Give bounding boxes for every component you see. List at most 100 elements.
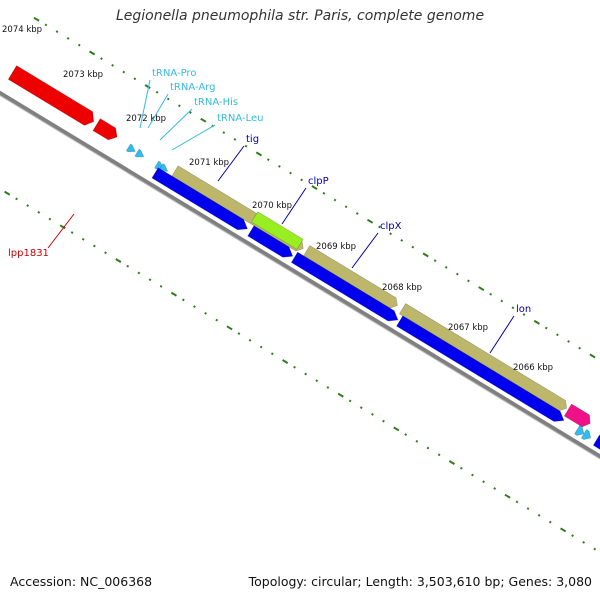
inner-tick xyxy=(104,251,107,255)
outer-tick xyxy=(77,43,81,47)
trna-arrow xyxy=(580,429,592,440)
cds-pink-arrow xyxy=(563,403,591,428)
scale-ticks xyxy=(4,16,597,551)
outer-tick xyxy=(133,77,137,81)
outer-tick xyxy=(166,97,170,101)
cds-clpP-arrow xyxy=(151,167,248,231)
outer-tick xyxy=(244,144,248,148)
cds-reverse-arrow xyxy=(290,251,399,322)
inner-tick xyxy=(493,487,497,490)
inner-tick xyxy=(270,352,274,356)
outer-tick xyxy=(544,326,548,330)
outer-tick xyxy=(444,265,448,269)
inner-tick xyxy=(81,237,85,241)
outer-tick xyxy=(489,292,493,296)
inner-tick xyxy=(326,386,330,389)
inner-tick xyxy=(304,372,308,376)
inner-tick xyxy=(459,466,463,470)
inner-tick xyxy=(560,527,567,533)
outer-tick xyxy=(33,16,40,22)
outer-tick xyxy=(478,286,485,292)
outer-tick xyxy=(100,57,103,60)
inner-tick xyxy=(115,258,122,263)
inner-tick xyxy=(70,231,74,234)
inner-tick xyxy=(193,305,196,309)
inner-tick xyxy=(448,460,456,465)
inner-tick xyxy=(226,325,233,331)
outer-tick xyxy=(89,50,96,56)
backbone-line xyxy=(0,90,600,459)
trna-arrow xyxy=(574,424,585,436)
map-title: Legionella pneumophila str. Paris, compl… xyxy=(115,8,485,24)
inner-tick xyxy=(371,413,374,416)
inner-tick xyxy=(582,540,586,544)
outer-tick xyxy=(278,164,281,168)
accession-text: Accession: NC_006368 xyxy=(10,574,153,589)
gene-leader-line xyxy=(47,213,75,249)
outer-tick xyxy=(233,138,237,141)
inner-tick xyxy=(159,285,163,288)
outer-tick xyxy=(155,90,159,94)
outer-tick xyxy=(389,232,392,236)
outer-tick xyxy=(222,131,226,135)
outer-tick xyxy=(66,37,70,40)
inner-tick xyxy=(59,224,66,230)
inner-tick xyxy=(315,379,319,383)
inner-tick xyxy=(181,298,185,302)
gene-label-lpp1831: lpp1831 xyxy=(8,248,49,259)
scale-label: 2074 kbp xyxy=(2,25,42,35)
outer-tick xyxy=(333,198,337,202)
inner-tick xyxy=(404,433,408,436)
outer-tick xyxy=(55,30,59,34)
outer-tick xyxy=(366,218,374,224)
outer-tick xyxy=(522,313,526,316)
cds-reverse-arrow xyxy=(396,315,565,422)
scale-label: 2071 kbp xyxy=(189,158,229,168)
outer-tick xyxy=(567,340,570,343)
inner-tick xyxy=(593,547,597,551)
outer-tick xyxy=(556,333,559,337)
trna-arrow xyxy=(134,148,145,158)
inner-tick xyxy=(26,204,30,207)
gene-label-trna-arg: tRNA-Arg xyxy=(170,82,215,93)
gene-label-trna-leu: tRNA-Leu xyxy=(217,113,263,124)
scale-label: 2070 kbp xyxy=(252,201,292,211)
outer-tick xyxy=(467,279,470,283)
gene-label-clpp: clpP xyxy=(308,176,329,187)
inner-tick xyxy=(526,507,530,511)
inner-tick xyxy=(215,318,219,322)
scale-label: 2072 kbp xyxy=(126,114,166,124)
gene-leader-line xyxy=(147,93,169,129)
outer-tick xyxy=(44,23,48,27)
inner-tick xyxy=(137,271,141,275)
outer-tick xyxy=(411,245,415,249)
cds-lpp1831-arrow xyxy=(7,65,95,126)
inner-tick xyxy=(48,217,52,221)
highlight-segment xyxy=(251,211,304,250)
inner-tick xyxy=(248,338,252,342)
cds-clpX-arrow xyxy=(303,245,398,309)
outer-tick xyxy=(266,158,270,161)
inner-tick xyxy=(571,534,574,537)
gene-label-tig: tig xyxy=(246,134,259,145)
outer-tick xyxy=(589,353,596,359)
gene-leader-line xyxy=(159,108,193,141)
scale-label: 2069 kbp xyxy=(316,242,356,252)
gene-leader-line xyxy=(171,124,216,151)
inner-tick xyxy=(437,453,441,457)
inner-tick xyxy=(148,278,152,282)
inner-tick xyxy=(170,291,178,297)
inner-tick xyxy=(282,359,289,364)
cds-red-arrow xyxy=(92,118,118,141)
outer-tick xyxy=(433,259,437,263)
outer-tick xyxy=(344,205,348,209)
outer-tick xyxy=(378,225,381,229)
gene-leader-line xyxy=(489,315,515,354)
trna-arrow xyxy=(125,143,136,153)
gene-leader-line xyxy=(281,187,307,225)
scale-label: 2066 kbp xyxy=(513,363,553,373)
outer-tick xyxy=(144,84,151,89)
genome-summary-text: Topology: circular; Length: 3,503,610 bp… xyxy=(248,574,592,589)
inner-tick xyxy=(237,332,241,335)
